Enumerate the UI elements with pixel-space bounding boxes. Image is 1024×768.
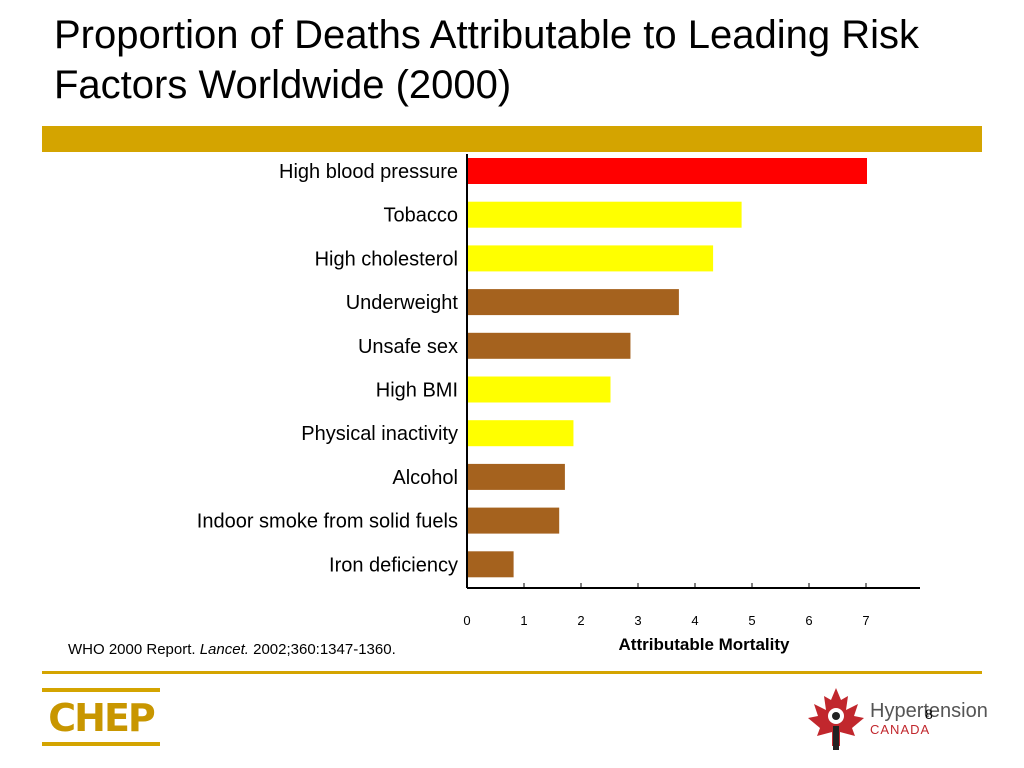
category-label: Iron deficiency bbox=[329, 554, 458, 576]
category-label: Indoor smoke from solid fuels bbox=[197, 511, 458, 533]
x-tick-label: 2 bbox=[577, 613, 584, 628]
reference-suffix: 2002;360:1347-1360. bbox=[248, 641, 396, 658]
chep-logo-top-bar bbox=[42, 688, 160, 692]
title-divider-band bbox=[42, 126, 982, 152]
x-tick-label: 3 bbox=[634, 613, 641, 628]
chep-logo: CHEP bbox=[42, 688, 160, 746]
x-axis-label: Attributable Mortality bbox=[619, 635, 790, 654]
bar bbox=[468, 376, 611, 403]
bar bbox=[468, 245, 714, 272]
category-label: High blood pressure bbox=[279, 161, 458, 183]
category-label: Alcohol bbox=[392, 467, 458, 489]
chep-logo-text: CHEP bbox=[48, 696, 156, 740]
category-label: High cholesterol bbox=[315, 248, 458, 270]
bar bbox=[468, 551, 514, 578]
reference-journal: Lancet. bbox=[199, 641, 249, 658]
hypertension-logo-subtitle: CANADA bbox=[870, 722, 931, 737]
category-label: Unsafe sex bbox=[358, 336, 458, 358]
bar-chart: High blood pressure Tobacco High cholester… bbox=[197, 154, 920, 654]
bar bbox=[468, 507, 560, 534]
x-tick-label: 0 bbox=[463, 613, 470, 628]
bar bbox=[468, 158, 867, 184]
page-number: 8 bbox=[925, 706, 933, 722]
x-tick-label: 1 bbox=[520, 613, 527, 628]
category-label: Physical inactivity bbox=[301, 423, 458, 445]
chep-logo-bottom-bar bbox=[42, 742, 160, 746]
reference-prefix: WHO 2000 Report. bbox=[68, 641, 200, 658]
x-tick-label: 5 bbox=[748, 613, 755, 628]
bar bbox=[468, 420, 574, 447]
x-tick-label: 6 bbox=[805, 613, 812, 628]
slide-title: Proportion of Deaths Attributable to Lea… bbox=[54, 13, 919, 107]
x-tick-label: 7 bbox=[862, 613, 869, 628]
hypertension-canada-logo: Hypertension CANADA bbox=[806, 686, 988, 752]
category-label: Tobacco bbox=[384, 205, 459, 227]
bar bbox=[468, 463, 565, 490]
bar bbox=[468, 201, 742, 228]
hypertension-logo-name: Hypertension bbox=[870, 700, 988, 722]
bar bbox=[468, 289, 679, 316]
footer-divider-line bbox=[42, 671, 982, 674]
reference-citation: WHO 2000 Report. Lancet. 2002;360:1347-1… bbox=[68, 641, 396, 658]
maple-leaf-icon bbox=[808, 688, 864, 750]
x-tick-label: 4 bbox=[691, 613, 698, 628]
bar bbox=[468, 332, 631, 359]
category-label: High BMI bbox=[376, 380, 458, 402]
category-label: Underweight bbox=[346, 292, 459, 314]
